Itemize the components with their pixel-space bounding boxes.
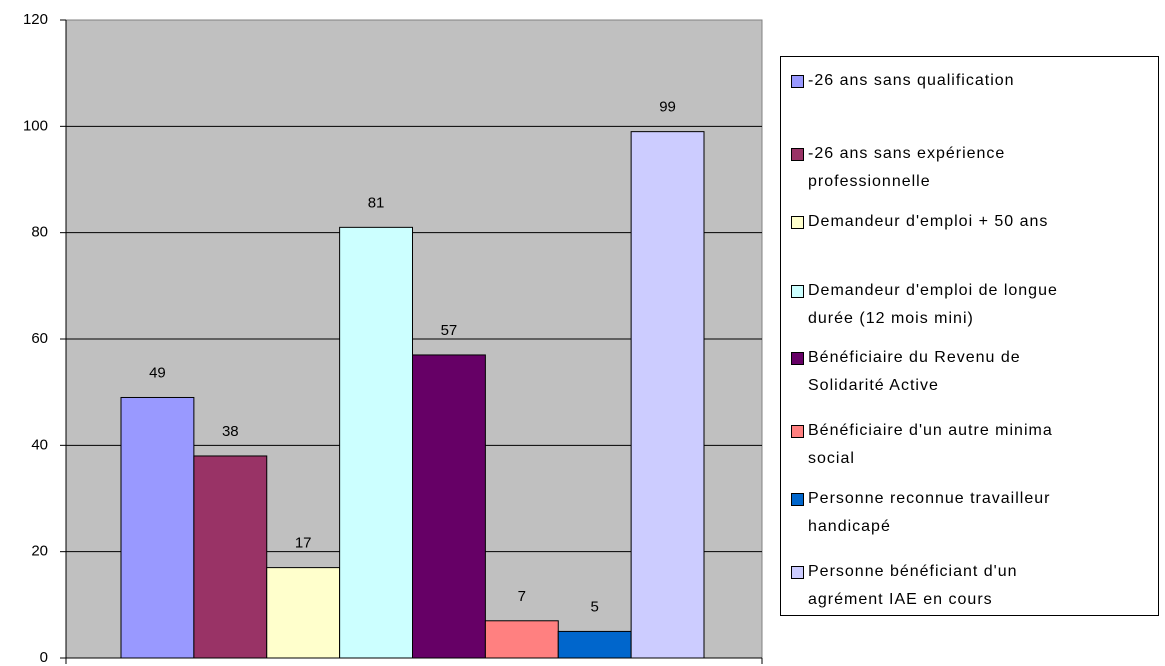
- legend-label: Bénéficiaire d'un autre minima social: [808, 422, 1053, 467]
- y-tick-label: 60: [31, 330, 48, 347]
- legend-swatch: [791, 425, 804, 438]
- data-label: 17: [295, 535, 312, 552]
- legend-entry: Demandeur d'emploi + 50 ans: [791, 208, 1091, 236]
- bar: [557, 630, 632, 659]
- data-label: 7: [518, 588, 526, 605]
- data-label: 38: [222, 423, 239, 440]
- data-label: 49: [149, 364, 166, 381]
- bar: [630, 131, 705, 659]
- legend-swatch: [791, 566, 804, 579]
- bar: [120, 396, 195, 659]
- legend-label: Personne bénéficiant d'un agrément IAE e…: [808, 563, 1018, 608]
- legend-label: -26 ans sans expérience professionnelle: [808, 145, 1006, 190]
- legend-label: Demandeur d'emploi + 50 ans: [808, 213, 1049, 230]
- legend-entry: -26 ans sans qualification: [791, 67, 1091, 95]
- legend-swatch: [791, 493, 804, 506]
- legend-label: Demandeur d'emploi de longue durée (12 m…: [808, 282, 1058, 327]
- legend-entry: Bénéficiaire du Revenu de Solidarité Act…: [791, 344, 1091, 400]
- legend-swatch: [791, 216, 804, 229]
- legend-label: Personne reconnue travailleur handicapé: [808, 490, 1051, 535]
- bar: [266, 567, 341, 659]
- y-tick-label: 20: [31, 543, 48, 560]
- legend-swatch: [791, 75, 804, 88]
- bar: [193, 455, 268, 659]
- legend-swatch: [791, 148, 804, 161]
- legend-label: -26 ans sans qualification: [808, 72, 1015, 89]
- y-tick-label: 80: [31, 224, 48, 241]
- legend-swatch: [791, 285, 804, 298]
- legend-entry: Personne reconnue travailleur handicapé: [791, 485, 1091, 541]
- y-tick-label: 120: [23, 11, 48, 28]
- data-label: 99: [659, 99, 676, 116]
- plot: 0 20 40 60 80 100 120 49 38 17 81 57 7 5 99: [23, 11, 763, 666]
- bar: [339, 226, 413, 659]
- legend-entry: -26 ans sans expérience professionnelle: [791, 140, 1091, 196]
- y-tick-label: 40: [31, 436, 48, 453]
- bar: [412, 354, 486, 659]
- bar: [484, 620, 559, 659]
- legend-entry: Demandeur d'emploi de longue durée (12 m…: [791, 277, 1091, 333]
- data-label: 5: [591, 598, 599, 615]
- legend-label: Bénéficiaire du Revenu de Solidarité Act…: [808, 349, 1021, 394]
- legend: -26 ans sans qualification -26 ans sans e…: [780, 56, 1159, 616]
- data-label: 81: [368, 194, 385, 211]
- legend-entry: Bénéficiaire d'un autre minima social: [791, 417, 1091, 473]
- data-label: 57: [441, 322, 458, 339]
- y-tick-label: 0: [40, 649, 48, 666]
- y-tick-label: 100: [23, 117, 48, 134]
- legend-entry: Personne bénéficiant d'un agrément IAE e…: [791, 558, 1091, 614]
- legend-swatch: [791, 352, 804, 365]
